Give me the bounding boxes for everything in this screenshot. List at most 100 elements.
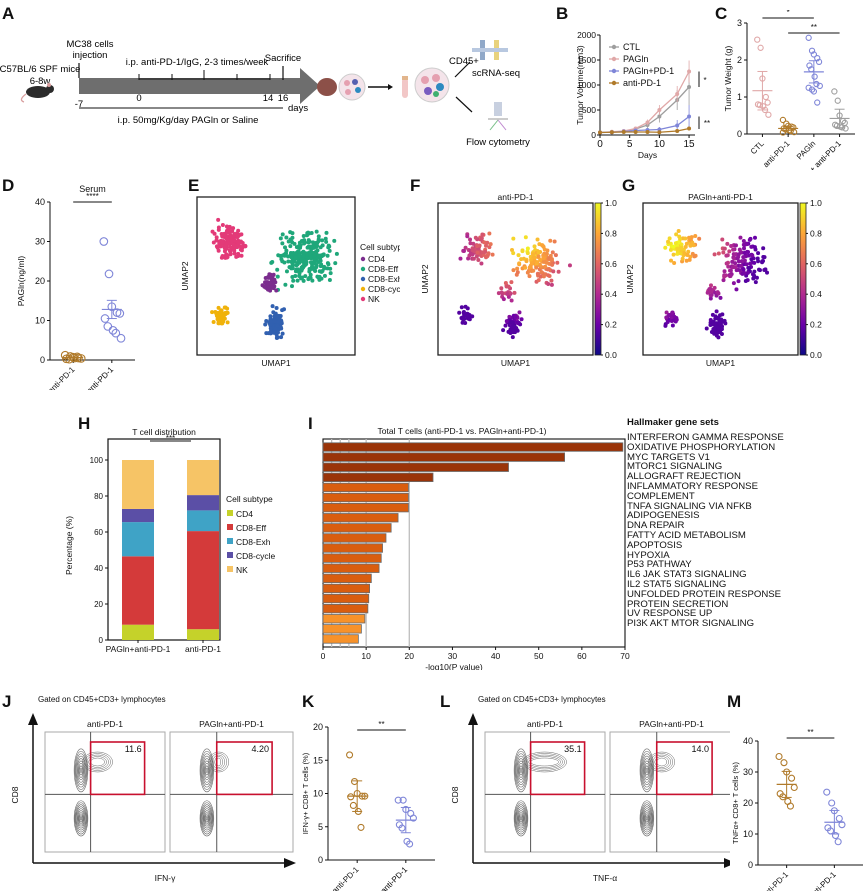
umap-cell <box>679 245 684 250</box>
umap-cell <box>536 254 541 259</box>
sig-stars: *** <box>166 434 175 443</box>
umap-cell <box>474 254 479 259</box>
legend-marker <box>611 80 617 86</box>
umap-cell-cd8-cycle <box>211 319 216 324</box>
chart-h-stacked-bar: T cell distribution 0 20 40 60 80 100 Percentag… <box>64 427 275 654</box>
data-point <box>99 237 109 246</box>
umap-cell-nk <box>220 240 225 245</box>
data-point <box>394 796 402 804</box>
umap-cell-nk <box>214 235 219 240</box>
umap-cell-cd8-eff <box>326 243 331 248</box>
colorbar <box>799 202 807 356</box>
legend-marker <box>611 44 617 50</box>
umap-cell <box>745 270 750 275</box>
umap-cell-cd8-eff <box>275 267 280 272</box>
umap-cell-nk <box>222 249 227 254</box>
umap-cell-cd8-eff <box>325 261 330 266</box>
umap-cell <box>511 323 516 328</box>
umap-cell <box>475 250 480 255</box>
contour <box>84 753 111 771</box>
umap-cell <box>466 256 471 261</box>
bar-13 <box>322 573 372 584</box>
chart-title: anti-PD-1 <box>498 192 534 202</box>
bar-segment-cd8-cycle <box>122 508 154 523</box>
colorbar-tick-label: 0.6 <box>810 259 822 269</box>
data-point <box>842 125 849 132</box>
umap-cell-cd4 <box>268 281 273 286</box>
umap-cell <box>683 244 688 249</box>
sig-stars: **** <box>86 192 98 201</box>
contour <box>520 767 523 773</box>
chart-j-flow-ifng: Gated on CD45+CD3+ lymphocytes CD8 IFN-γ an… <box>10 695 296 883</box>
umap-cell <box>714 309 719 314</box>
umap-cell <box>671 244 676 249</box>
umap-cell <box>692 254 697 259</box>
umap-cell-cd8-cycle <box>213 309 218 314</box>
contour <box>200 802 214 835</box>
legend-label: CD8-cycle <box>236 551 275 561</box>
umap-cell <box>685 252 690 257</box>
umap-cell-cd4 <box>266 275 271 280</box>
umap-cell <box>752 273 757 278</box>
umap-cell <box>537 262 542 267</box>
y-tick-label: 60 <box>94 528 103 537</box>
umap-cell <box>705 290 710 295</box>
umap-cell-nk <box>234 254 239 259</box>
panel-label-d: D <box>2 176 15 195</box>
contour <box>205 765 209 776</box>
contour <box>654 756 669 768</box>
colorbar-tick-label: 1.0 <box>605 198 617 208</box>
umap-cell-cd8-eff <box>301 253 306 258</box>
umap-cell <box>667 236 672 241</box>
data-point <box>657 114 662 119</box>
umap-cell-cd8-eff <box>303 274 308 279</box>
umap-cell-cd8-eff <box>297 273 302 278</box>
y-axis-label: Tumor Weight (g) <box>725 46 733 112</box>
umap-cell-cd8-eff <box>292 259 297 264</box>
x-tick-label: CTL <box>749 139 766 156</box>
umap-cell <box>503 280 508 285</box>
umap-cell-cd8-eff <box>316 234 321 239</box>
umap-cell-nk <box>239 253 244 258</box>
umap-cell <box>710 312 715 317</box>
umap-cell-nk <box>232 251 237 256</box>
umap-cell <box>470 252 475 257</box>
contour <box>77 810 85 827</box>
data-point <box>675 123 680 128</box>
umap-cell-cd8-eff <box>308 266 313 271</box>
contour <box>514 750 528 790</box>
chart-title: PAGln+anti-PD-1 <box>688 192 753 202</box>
umap-cell <box>468 237 473 242</box>
contour <box>201 753 213 788</box>
umap-cell <box>461 249 466 254</box>
umap-cell <box>740 259 745 264</box>
x-tick-label: PAGln+anti-PD-1 <box>106 644 171 654</box>
contour <box>199 748 215 793</box>
contour <box>515 753 527 788</box>
chart-title: T cell distribution <box>132 427 196 437</box>
umap-cell-nk <box>216 217 221 222</box>
umap-cell <box>535 260 540 265</box>
y-tick-label: 20 <box>313 722 323 732</box>
contour <box>208 751 229 773</box>
umap-cell-nk <box>220 222 225 227</box>
panel-label-m: M <box>727 692 742 711</box>
contour <box>74 802 88 835</box>
umap-cell-nk <box>239 248 244 253</box>
umap-cell <box>524 259 529 264</box>
contour <box>203 810 211 827</box>
contour <box>639 748 655 793</box>
data-point <box>675 92 680 96</box>
contour <box>652 754 671 770</box>
umap-cell <box>479 261 484 266</box>
data-point <box>805 84 812 91</box>
umap-cell-cd8-eff <box>297 244 302 249</box>
bar-8 <box>322 523 392 533</box>
umap-cell <box>752 245 757 250</box>
legend-label: NK <box>368 294 380 304</box>
contour <box>77 760 85 781</box>
umap-cell <box>479 236 484 241</box>
umap-cell-cd8-eff <box>284 269 289 274</box>
x-axis-label: IFN-γ <box>155 873 177 883</box>
umap-cell <box>671 252 676 257</box>
